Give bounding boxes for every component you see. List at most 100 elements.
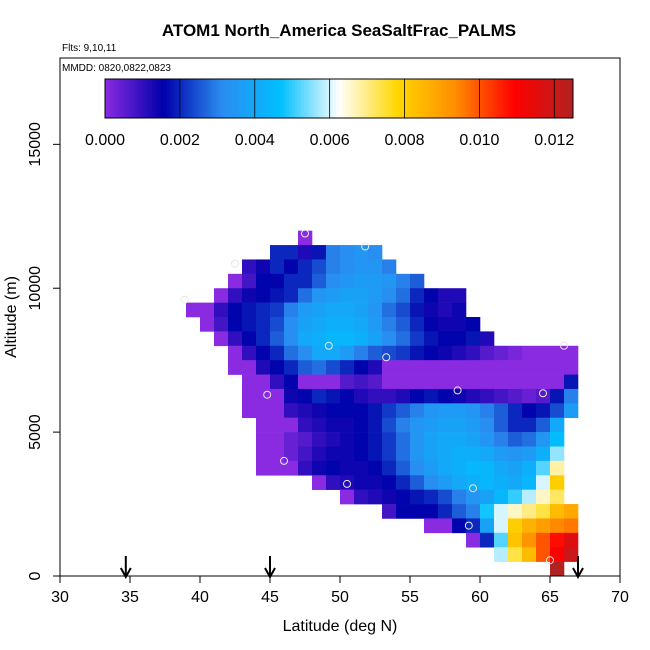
colorbar-segment [321, 79, 325, 118]
heatmap-cell [508, 518, 523, 534]
colorbar-segment [324, 79, 328, 118]
heatmap-cell [242, 360, 257, 375]
colorbar-segment [283, 79, 287, 118]
heatmap-cell [410, 417, 425, 433]
heatmap-cell [536, 475, 551, 490]
heatmap-cell [466, 460, 481, 476]
colorbar-segment [368, 79, 372, 118]
colorbar-segment [145, 79, 150, 118]
heatmap-cell [452, 374, 467, 390]
heatmap-cell [466, 374, 481, 390]
colorbar-segment [303, 79, 308, 118]
heatmap-cell [368, 273, 383, 289]
heatmap-cell [424, 489, 439, 505]
colorbar-segment [265, 79, 270, 118]
colorbar-segment [409, 79, 413, 118]
heatmap-cell [354, 446, 369, 462]
heatmap-cell [438, 388, 453, 404]
heatmap-cell [270, 331, 285, 347]
heatmap-cell [368, 360, 383, 375]
colorbar-segment [508, 79, 512, 118]
y-tick-label: 15000 [27, 122, 44, 167]
heatmap-cell [368, 460, 383, 476]
colorbar-segment [315, 79, 319, 118]
heatmap-cell [242, 259, 257, 275]
heatmap-cell [564, 532, 579, 548]
heatmap-cell [312, 417, 327, 433]
colorbar-segment [447, 79, 451, 118]
colorbar-segment [309, 79, 314, 118]
heatmap-cell [396, 489, 411, 505]
heatmap-cell [340, 388, 355, 404]
heatmap-cell [494, 345, 509, 361]
heatmap-cell [270, 374, 285, 390]
heatmap-cell [326, 460, 341, 476]
y-axis-label: Altitude (m) [3, 276, 20, 358]
heatmap-cell [228, 317, 243, 332]
colorbar-segment [476, 79, 480, 118]
heatmap-cell [480, 460, 495, 476]
heatmap-cell [382, 417, 397, 433]
heatmap-cell [508, 532, 523, 548]
heatmap-cell [536, 532, 551, 548]
heatmap-cell [354, 331, 369, 347]
heatmap-cell [564, 374, 579, 390]
heatmap-cell [312, 360, 327, 375]
heatmap-cell [382, 460, 397, 476]
heatmap-cell [284, 446, 299, 462]
heatmap-cell [284, 345, 299, 361]
heatmap-cell [242, 288, 257, 303]
heatmap-cell [256, 273, 271, 289]
heatmap-cell [284, 331, 299, 347]
heatmap-cell [354, 288, 369, 303]
heatmap-cell [326, 475, 341, 490]
heatmap-cell [396, 504, 411, 519]
heatmap-cell [452, 360, 467, 375]
heatmap-cell [410, 446, 425, 462]
dates-label: MMDD: 0820,0822,0823 [62, 63, 171, 74]
heatmap-cell [312, 403, 327, 419]
heatmap-cell [494, 547, 509, 562]
heatmap-cell [522, 360, 537, 375]
y-tick-label: 0 [27, 571, 44, 580]
heatmap-cell [256, 388, 271, 404]
x-axis-label: Latitude (deg N) [283, 618, 398, 635]
heatmap-cell [242, 273, 257, 289]
heatmap-cell [410, 504, 425, 519]
heatmap-cell [326, 288, 341, 303]
heatmap-cell [480, 446, 495, 462]
heatmap-cell [424, 331, 439, 347]
heatmap-cell [550, 403, 565, 419]
heatmap-cell [382, 259, 397, 275]
colorbar-segment [175, 79, 179, 118]
colorbar-segment [163, 79, 167, 118]
heatmap-cell [326, 360, 341, 375]
colorbar-segment [558, 79, 562, 118]
heatmap-cell [326, 432, 341, 447]
heatmap-cell [424, 504, 439, 519]
heatmap-cell [270, 360, 285, 375]
colorbar-segment [207, 79, 211, 118]
heatmap-cell [480, 360, 495, 375]
colorbar-segment [458, 79, 463, 118]
observation-point [343, 479, 351, 488]
heatmap-cell [270, 388, 285, 404]
heatmap-cell [298, 245, 313, 260]
colorbar-segment [289, 79, 293, 118]
down-arrow-icon [572, 556, 584, 580]
heatmap-cell [466, 317, 481, 332]
heatmap-cell [298, 388, 313, 404]
heatmap-cell [256, 460, 271, 476]
heatmap-cell [424, 446, 439, 462]
heatmap-cell [340, 259, 355, 275]
heatmap-cell [298, 259, 313, 275]
heatmap-cell [242, 403, 257, 419]
colorbar-segment [327, 79, 331, 118]
heatmap-cell [312, 432, 327, 447]
heatmap-cell [396, 417, 411, 433]
heatmap-cell [382, 403, 397, 419]
heatmap-cell [256, 259, 271, 275]
heatmap-cell [326, 317, 341, 332]
colorbar-segment [242, 79, 246, 118]
heatmap-cell [396, 475, 411, 490]
